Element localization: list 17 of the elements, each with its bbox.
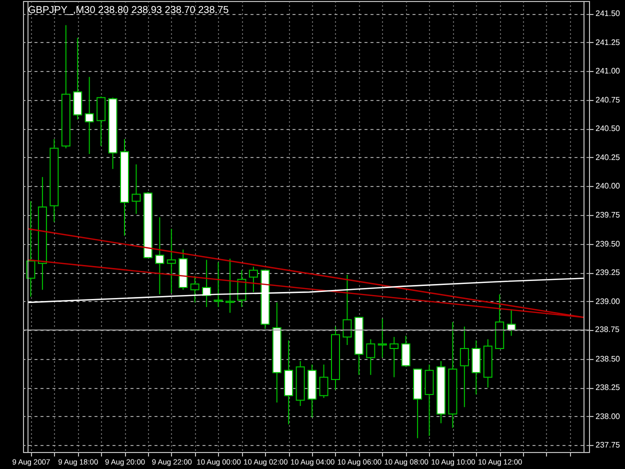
y-tick-label: 239.00 xyxy=(596,296,621,306)
y-tick-label: 240.00 xyxy=(596,182,621,191)
y-tick-label: 239.50 xyxy=(596,239,621,248)
y-tick-label: 237.75 xyxy=(596,440,621,450)
y-tick-label: 240.25 xyxy=(596,152,621,162)
y-tick-label: 241.00 xyxy=(596,66,621,76)
ref-line-label: 238.75 xyxy=(595,325,620,334)
y-tick-label: 238.00 xyxy=(596,412,621,421)
y-tick-label: 239.25 xyxy=(596,268,621,278)
y-tick-label: 240.75 xyxy=(596,95,621,104)
y-tick-label: 238.25 xyxy=(596,383,621,392)
y-tick-label: 241.25 xyxy=(596,38,621,47)
y-tick-label: 240.50 xyxy=(596,124,621,134)
y-tick-label: 239.75 xyxy=(596,210,621,220)
chart-title: GBPJPY_,M30 238.80 238.93 238.70 238.75 xyxy=(28,5,230,16)
y-tick-label: 241.50 xyxy=(596,9,621,18)
y-tick-label: 238.50 xyxy=(596,354,621,364)
